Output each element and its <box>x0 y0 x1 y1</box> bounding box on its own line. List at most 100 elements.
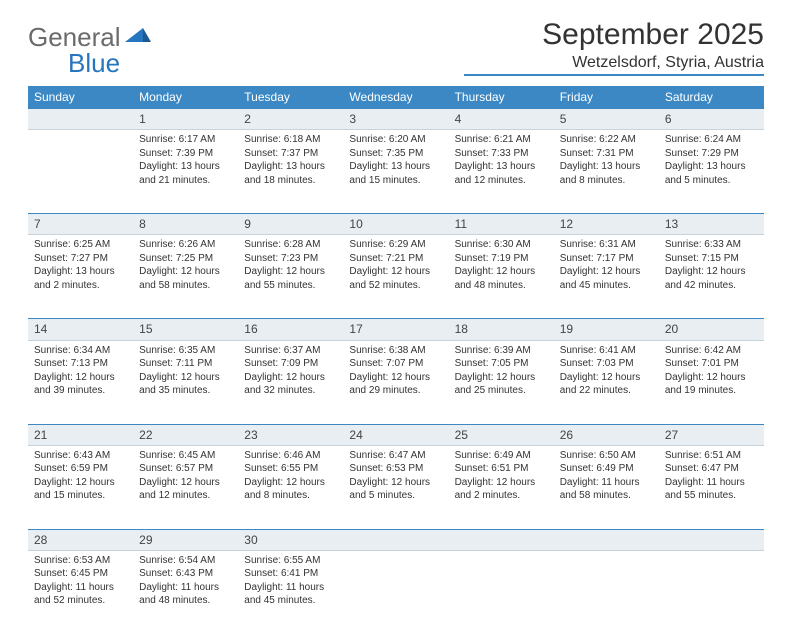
sunrise-text: Sunrise: 6:41 AM <box>560 344 653 358</box>
sunset-text: Sunset: 6:53 PM <box>349 462 442 476</box>
sunset-text: Sunset: 6:43 PM <box>139 567 232 581</box>
daylight-text: and 45 minutes. <box>560 279 653 293</box>
sunrise-text: Sunrise: 6:31 AM <box>560 238 653 252</box>
sunrise-text: Sunrise: 6:33 AM <box>665 238 758 252</box>
weekday-header: Wednesday <box>343 86 448 109</box>
day-content-cell: Sunrise: 6:17 AMSunset: 7:39 PMDaylight:… <box>133 130 238 214</box>
daylight-text: Daylight: 12 hours <box>244 476 337 490</box>
day-content-cell: Sunrise: 6:43 AMSunset: 6:59 PMDaylight:… <box>28 445 133 529</box>
sunset-text: Sunset: 7:21 PM <box>349 252 442 266</box>
day-number-cell: 25 <box>449 424 554 445</box>
sunset-text: Sunset: 7:31 PM <box>560 147 653 161</box>
daylight-text: and 25 minutes. <box>455 384 548 398</box>
day-number-cell: 11 <box>449 214 554 235</box>
day-number-cell <box>554 529 659 550</box>
day-content-cell: Sunrise: 6:30 AMSunset: 7:19 PMDaylight:… <box>449 235 554 319</box>
day-content-row: Sunrise: 6:53 AMSunset: 6:45 PMDaylight:… <box>28 550 764 634</box>
sunrise-text: Sunrise: 6:26 AM <box>139 238 232 252</box>
sunrise-text: Sunrise: 6:28 AM <box>244 238 337 252</box>
sunset-text: Sunset: 7:29 PM <box>665 147 758 161</box>
calendar-table: Sunday Monday Tuesday Wednesday Thursday… <box>28 86 764 634</box>
day-content-cell: Sunrise: 6:29 AMSunset: 7:21 PMDaylight:… <box>343 235 448 319</box>
daylight-text: and 58 minutes. <box>560 489 653 503</box>
daylight-text: Daylight: 11 hours <box>139 581 232 595</box>
location-text: Wetzelsdorf, Styria, Austria <box>464 54 764 76</box>
day-number-cell: 5 <box>554 109 659 130</box>
daylight-text: Daylight: 12 hours <box>560 265 653 279</box>
sunset-text: Sunset: 7:03 PM <box>560 357 653 371</box>
day-number-cell: 12 <box>554 214 659 235</box>
sunset-text: Sunset: 6:49 PM <box>560 462 653 476</box>
daylight-text: and 58 minutes. <box>139 279 232 293</box>
daylight-text: and 5 minutes. <box>349 489 442 503</box>
sunset-text: Sunset: 6:45 PM <box>34 567 127 581</box>
day-number-cell: 16 <box>238 319 343 340</box>
sunrise-text: Sunrise: 6:50 AM <box>560 449 653 463</box>
day-number-cell: 4 <box>449 109 554 130</box>
sunset-text: Sunset: 6:51 PM <box>455 462 548 476</box>
daylight-text: Daylight: 13 hours <box>244 160 337 174</box>
sunrise-text: Sunrise: 6:51 AM <box>665 449 758 463</box>
sunrise-text: Sunrise: 6:38 AM <box>349 344 442 358</box>
daylight-text: and 18 minutes. <box>244 174 337 188</box>
day-content-row: Sunrise: 6:25 AMSunset: 7:27 PMDaylight:… <box>28 235 764 319</box>
sunrise-text: Sunrise: 6:37 AM <box>244 344 337 358</box>
day-number-cell: 8 <box>133 214 238 235</box>
sunset-text: Sunset: 7:27 PM <box>34 252 127 266</box>
day-content-cell: Sunrise: 6:54 AMSunset: 6:43 PMDaylight:… <box>133 550 238 634</box>
sunrise-text: Sunrise: 6:30 AM <box>455 238 548 252</box>
daylight-text: Daylight: 12 hours <box>139 371 232 385</box>
day-number-cell: 19 <box>554 319 659 340</box>
day-content-cell: Sunrise: 6:37 AMSunset: 7:09 PMDaylight:… <box>238 340 343 424</box>
daylight-text: and 52 minutes. <box>349 279 442 293</box>
day-number-row: 78910111213 <box>28 214 764 235</box>
daylight-text: and 45 minutes. <box>244 594 337 608</box>
sunset-text: Sunset: 7:25 PM <box>139 252 232 266</box>
day-content-cell: Sunrise: 6:28 AMSunset: 7:23 PMDaylight:… <box>238 235 343 319</box>
sunset-text: Sunset: 7:13 PM <box>34 357 127 371</box>
sunrise-text: Sunrise: 6:49 AM <box>455 449 548 463</box>
day-number-cell: 15 <box>133 319 238 340</box>
day-number-cell: 3 <box>343 109 448 130</box>
day-number-cell: 6 <box>659 109 764 130</box>
daylight-text: Daylight: 12 hours <box>665 371 758 385</box>
daylight-text: Daylight: 12 hours <box>34 476 127 490</box>
daylight-text: Daylight: 13 hours <box>139 160 232 174</box>
weekday-header: Monday <box>133 86 238 109</box>
sunrise-text: Sunrise: 6:17 AM <box>139 133 232 147</box>
daylight-text: Daylight: 11 hours <box>34 581 127 595</box>
daylight-text: Daylight: 12 hours <box>139 265 232 279</box>
sunrise-text: Sunrise: 6:43 AM <box>34 449 127 463</box>
daylight-text: Daylight: 12 hours <box>455 371 548 385</box>
sunrise-text: Sunrise: 6:53 AM <box>34 554 127 568</box>
day-content-row: Sunrise: 6:34 AMSunset: 7:13 PMDaylight:… <box>28 340 764 424</box>
day-content-cell: Sunrise: 6:47 AMSunset: 6:53 PMDaylight:… <box>343 445 448 529</box>
sunset-text: Sunset: 7:19 PM <box>455 252 548 266</box>
weekday-header: Saturday <box>659 86 764 109</box>
sunrise-text: Sunrise: 6:42 AM <box>665 344 758 358</box>
sunset-text: Sunset: 7:35 PM <box>349 147 442 161</box>
day-content-cell: Sunrise: 6:53 AMSunset: 6:45 PMDaylight:… <box>28 550 133 634</box>
day-content-cell: Sunrise: 6:22 AMSunset: 7:31 PMDaylight:… <box>554 130 659 214</box>
sunset-text: Sunset: 7:39 PM <box>139 147 232 161</box>
day-content-cell: Sunrise: 6:18 AMSunset: 7:37 PMDaylight:… <box>238 130 343 214</box>
sunset-text: Sunset: 7:09 PM <box>244 357 337 371</box>
daylight-text: and 5 minutes. <box>665 174 758 188</box>
sunrise-text: Sunrise: 6:35 AM <box>139 344 232 358</box>
day-content-cell: Sunrise: 6:38 AMSunset: 7:07 PMDaylight:… <box>343 340 448 424</box>
sunset-text: Sunset: 6:55 PM <box>244 462 337 476</box>
day-number-cell: 18 <box>449 319 554 340</box>
daylight-text: and 55 minutes. <box>244 279 337 293</box>
sunrise-text: Sunrise: 6:39 AM <box>455 344 548 358</box>
day-number-cell: 13 <box>659 214 764 235</box>
day-number-cell: 20 <box>659 319 764 340</box>
sunset-text: Sunset: 7:23 PM <box>244 252 337 266</box>
sunrise-text: Sunrise: 6:47 AM <box>349 449 442 463</box>
daylight-text: Daylight: 12 hours <box>349 371 442 385</box>
day-content-cell: Sunrise: 6:51 AMSunset: 6:47 PMDaylight:… <box>659 445 764 529</box>
daylight-text: and 8 minutes. <box>244 489 337 503</box>
day-content-cell: Sunrise: 6:41 AMSunset: 7:03 PMDaylight:… <box>554 340 659 424</box>
day-content-row: Sunrise: 6:43 AMSunset: 6:59 PMDaylight:… <box>28 445 764 529</box>
day-number-cell <box>28 109 133 130</box>
daylight-text: and 15 minutes. <box>349 174 442 188</box>
